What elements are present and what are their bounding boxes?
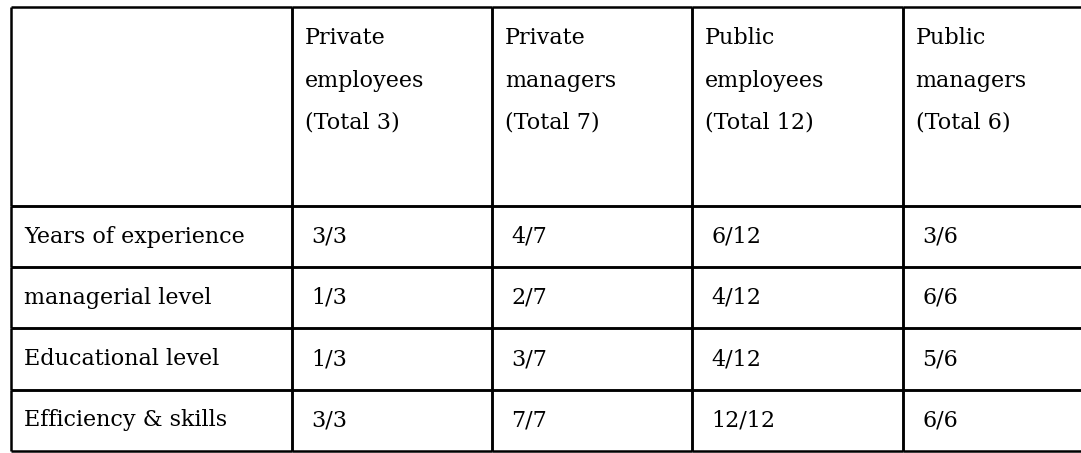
Text: 6/6: 6/6 — [922, 409, 958, 431]
Text: Public
managers
(Total 6): Public managers (Total 6) — [916, 27, 1027, 134]
Text: managerial level: managerial level — [24, 287, 211, 309]
Text: 3/6: 3/6 — [922, 226, 958, 248]
Text: Private
managers
(Total 7): Private managers (Total 7) — [505, 27, 616, 134]
Text: Efficiency & skills: Efficiency & skills — [24, 409, 227, 431]
Text: 4/7: 4/7 — [511, 226, 547, 248]
Text: 7/7: 7/7 — [511, 409, 547, 431]
Text: 6/12: 6/12 — [711, 226, 761, 248]
Text: Public
employees
(Total 12): Public employees (Total 12) — [705, 27, 824, 134]
Text: 4/12: 4/12 — [711, 287, 761, 309]
Text: 1/3: 1/3 — [311, 287, 347, 309]
Text: Years of experience: Years of experience — [24, 226, 244, 248]
Text: 5/6: 5/6 — [922, 348, 958, 370]
Text: 3/3: 3/3 — [311, 409, 347, 431]
Text: 4/12: 4/12 — [711, 348, 761, 370]
Text: 12/12: 12/12 — [711, 409, 775, 431]
Text: Private
employees
(Total 3): Private employees (Total 3) — [305, 27, 424, 134]
Text: 2/7: 2/7 — [511, 287, 547, 309]
Text: 3/3: 3/3 — [311, 226, 347, 248]
Text: 1/3: 1/3 — [311, 348, 347, 370]
Text: Educational level: Educational level — [24, 348, 219, 370]
Text: 3/7: 3/7 — [511, 348, 547, 370]
Text: 6/6: 6/6 — [922, 287, 958, 309]
